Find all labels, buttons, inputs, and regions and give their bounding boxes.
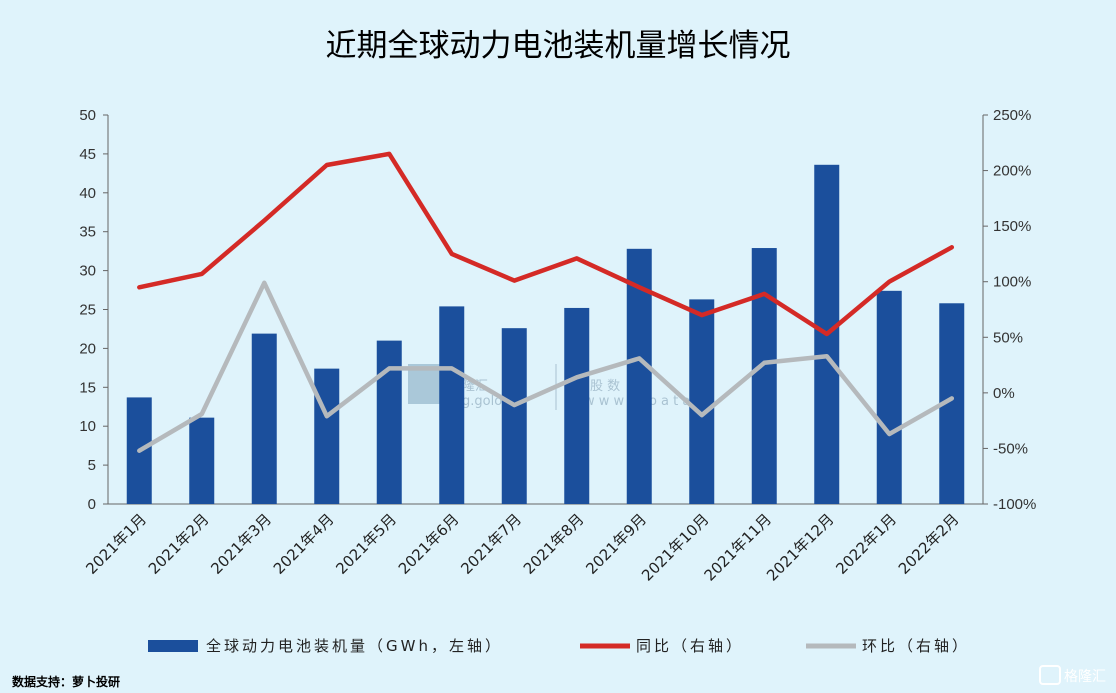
x-tick-label: 2022年2月 bbox=[895, 510, 963, 578]
yoy-point bbox=[512, 279, 516, 283]
data-source: 数据支持：萝卜投研 bbox=[12, 674, 120, 689]
y-left-tick-label: 25 bbox=[79, 302, 96, 319]
y-left-tick-label: 0 bbox=[88, 496, 96, 513]
yoy-point bbox=[575, 256, 579, 260]
bar bbox=[251, 333, 277, 504]
x-tick-label: 2022年1月 bbox=[832, 510, 900, 578]
chart-title: 近期全球动力电池装机量增长情况 bbox=[326, 28, 791, 64]
mom-point bbox=[950, 396, 954, 400]
x-tick-label: 2021年4月 bbox=[270, 510, 338, 578]
legend-bar-label: 全球动力电池装机量（GWh，左轴） bbox=[206, 637, 503, 655]
y-left-tick-label: 10 bbox=[79, 418, 96, 435]
yoy-point bbox=[262, 219, 266, 223]
mom-point bbox=[262, 281, 266, 285]
mom-point bbox=[575, 375, 579, 379]
x-tick-label: 2021年7月 bbox=[457, 510, 525, 578]
x-tick-label: 2021年2月 bbox=[145, 510, 213, 578]
mom-point bbox=[387, 366, 391, 370]
bar-series bbox=[126, 164, 965, 505]
mom-point bbox=[450, 366, 454, 370]
yoy-point bbox=[637, 285, 641, 289]
yoy-point bbox=[450, 252, 454, 256]
bar bbox=[689, 299, 715, 504]
yoy-point bbox=[762, 292, 766, 296]
y-right-tick-label: 100% bbox=[993, 274, 1031, 291]
yoy-point bbox=[825, 332, 829, 336]
x-tick-label: 2021年3月 bbox=[207, 510, 275, 578]
x-tick-label: 2021年8月 bbox=[520, 510, 588, 578]
yoy-point bbox=[387, 152, 391, 156]
yoy-point bbox=[325, 163, 329, 167]
bar bbox=[751, 248, 777, 504]
bar bbox=[314, 368, 340, 504]
y-right-tick-label: 150% bbox=[993, 218, 1031, 235]
x-tick-label: 2021年9月 bbox=[582, 510, 650, 578]
x-tick-label: 2021年5月 bbox=[332, 510, 400, 578]
x-tick-label: 2021年12月 bbox=[763, 510, 837, 584]
y-left-tick-label: 20 bbox=[79, 340, 96, 357]
yoy-line bbox=[137, 151, 955, 337]
mom-point bbox=[512, 403, 516, 407]
yoy-point bbox=[887, 280, 891, 284]
y-left-tick-label: 50 bbox=[79, 107, 96, 124]
yoy-point bbox=[137, 285, 141, 289]
y-left-tick-label: 15 bbox=[79, 379, 96, 396]
yoy-point bbox=[950, 245, 954, 249]
bar bbox=[876, 290, 902, 504]
corner-logo-icon bbox=[1039, 665, 1061, 685]
bar bbox=[376, 340, 402, 504]
bar bbox=[501, 328, 527, 504]
corner-logo-text: 格隆汇 bbox=[1064, 669, 1106, 685]
yoy-point bbox=[200, 272, 204, 276]
mom-point bbox=[200, 412, 204, 416]
legend-bar-swatch bbox=[148, 640, 198, 652]
bar bbox=[564, 307, 590, 504]
y-left-tick-label: 40 bbox=[79, 185, 96, 202]
y-right-tick-label: 250% bbox=[993, 107, 1031, 124]
y-right-tick-label: 50% bbox=[993, 329, 1023, 346]
y-left-tick-label: 5 bbox=[88, 457, 96, 474]
mom-point bbox=[887, 432, 891, 436]
mom-point bbox=[700, 413, 704, 417]
y-right-tick-label: 0% bbox=[993, 385, 1015, 402]
mom-point bbox=[825, 354, 829, 358]
yoy-point bbox=[700, 313, 704, 317]
y-left-tick-label: 45 bbox=[79, 146, 96, 163]
bar bbox=[189, 417, 215, 504]
legend: 全球动力电池装机量（GWh，左轴） 同比（右轴） 环比（右轴） bbox=[148, 637, 970, 655]
line-series bbox=[137, 151, 955, 453]
bar bbox=[439, 306, 465, 504]
legend-yoy-label: 同比（右轴） bbox=[636, 637, 744, 655]
mom-point bbox=[762, 361, 766, 365]
x-tick-label: 2021年6月 bbox=[395, 510, 463, 578]
mom-point bbox=[325, 414, 329, 418]
mom-point bbox=[137, 449, 141, 453]
corner-logo: 格隆汇 bbox=[1039, 665, 1106, 685]
y-left-tick-label: 30 bbox=[79, 263, 96, 280]
watermark-left-text: 隆汇 bbox=[462, 379, 488, 394]
legend-mom-label: 环比（右轴） bbox=[862, 637, 970, 655]
y-right-tick-label: -50% bbox=[993, 440, 1028, 457]
x-tick-labels: 2021年1月2021年2月2021年3月2021年4月2021年5月2021年… bbox=[82, 510, 962, 584]
mom-point bbox=[637, 356, 641, 360]
y-right-tick-label: -100% bbox=[993, 496, 1036, 513]
x-tick-label: 2021年1月 bbox=[82, 510, 150, 578]
mom-line bbox=[137, 280, 955, 453]
watermark-right-text: 股 数 bbox=[590, 379, 620, 394]
y-right-tick-label: 200% bbox=[993, 163, 1031, 180]
y-left-tick-label: 35 bbox=[79, 224, 96, 241]
